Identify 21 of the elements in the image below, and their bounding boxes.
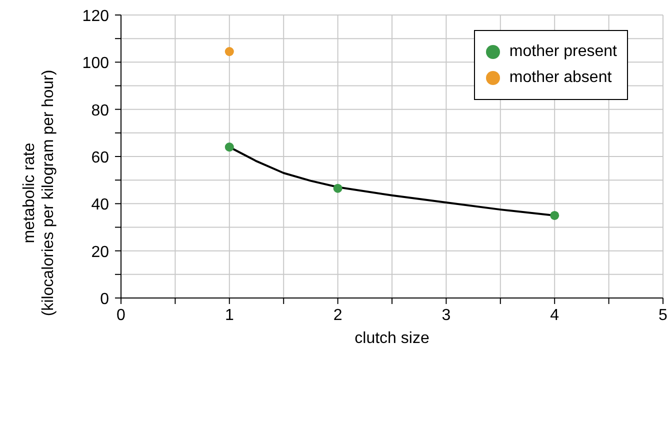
y-tick-label: 0 bbox=[100, 291, 110, 308]
x-tick-label: 3 bbox=[442, 307, 451, 324]
point bbox=[550, 210, 560, 220]
point bbox=[224, 142, 234, 152]
y-tick-label: 80 bbox=[91, 102, 110, 120]
point bbox=[224, 47, 234, 56]
x-tick-label: 4 bbox=[550, 307, 560, 324]
point bbox=[333, 184, 342, 193]
y-tick-label: 20 bbox=[91, 244, 110, 261]
x-tick-label: 5 bbox=[658, 307, 668, 324]
x-tick-label: 1 bbox=[224, 307, 234, 324]
x-tick-label: 0 bbox=[116, 307, 126, 324]
y-tick-label: 40 bbox=[91, 196, 110, 214]
y-tick-label: 120 bbox=[82, 8, 110, 25]
y-axis-title: metabolic rate (kilocalories per kilogram per hour) bbox=[21, 70, 57, 316]
y-tick-label: 100 bbox=[82, 55, 110, 72]
x-tick-label: 2 bbox=[333, 307, 342, 324]
x-axis-title: clutch size bbox=[354, 330, 430, 347]
legend-label: mother present bbox=[509, 42, 617, 62]
legend-label: mother absent bbox=[509, 68, 612, 88]
y-tick-label: 60 bbox=[91, 150, 110, 166]
